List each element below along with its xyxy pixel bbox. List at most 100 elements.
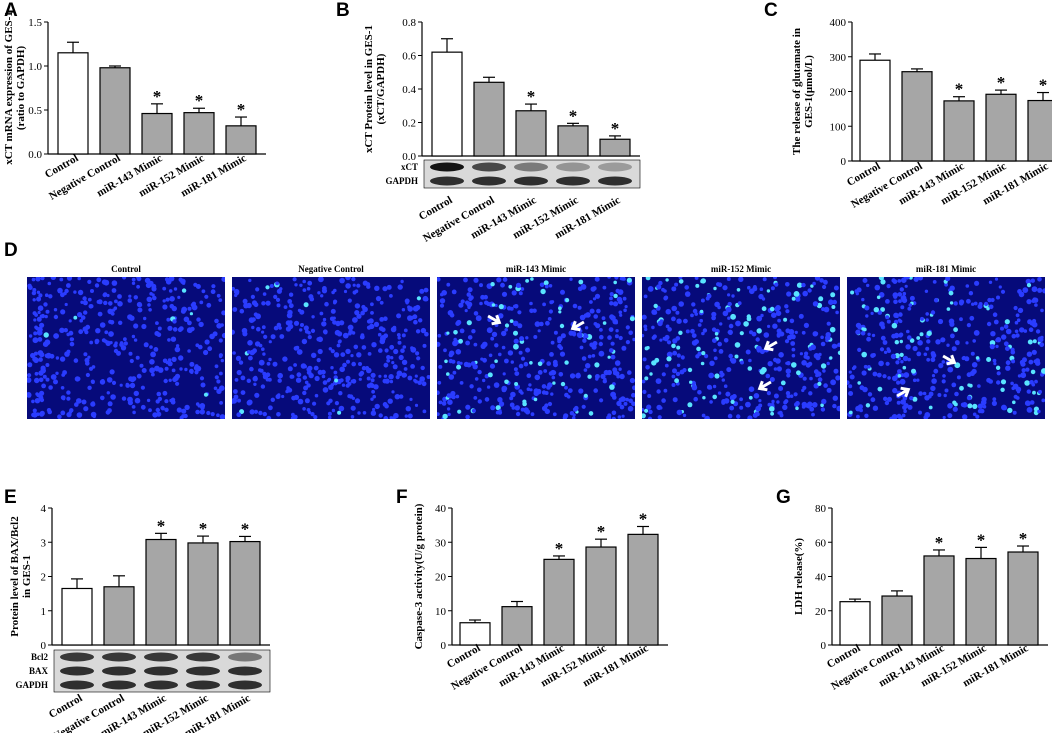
white-arrow-icon (942, 354, 957, 366)
category-label: Negative Control (47, 152, 122, 202)
bar (225, 125, 257, 155)
nuclei-stain-image (232, 277, 430, 419)
panel-letter-e: E (4, 487, 17, 508)
y-tick-label: 20 (435, 572, 447, 584)
y-axis-label-line: xCT Protein level in GES-1 (363, 25, 375, 153)
bar (459, 622, 491, 646)
significance-star: * (955, 80, 964, 99)
white-arrow-icon (896, 386, 911, 398)
blot-band (102, 652, 136, 662)
blot-band (598, 162, 632, 172)
blot-band (60, 652, 94, 662)
nuclei-stain-image (847, 277, 1045, 419)
y-tick-label: 0.2 (402, 118, 416, 130)
y-axis-label-line: in GES-1 (21, 555, 33, 598)
blot-band (598, 176, 632, 186)
white-arrow-icon (757, 380, 772, 392)
blot-band (472, 176, 506, 186)
blot-band (556, 162, 590, 172)
fluorescence-micrograph (847, 277, 1045, 419)
y-tick-label: 20 (815, 606, 827, 618)
y-axis-label-line: GES-1(μmol/L) (803, 55, 815, 128)
bar (103, 586, 135, 646)
bar (515, 110, 547, 157)
y-axis-label: Caspase-3 activity(U/g protein) (413, 503, 425, 649)
y-tick-label: 30 (435, 537, 447, 549)
blot-row-label: GAPDH (16, 680, 49, 690)
white-arrow-icon (487, 314, 502, 326)
y-axis-label: Protein level of BAX/Bcl2in GES-1 (9, 516, 33, 637)
y-tick-label: 40 (435, 503, 447, 515)
blot-band (228, 666, 262, 676)
bar (141, 112, 173, 155)
y-tick-label: 0 (841, 156, 847, 168)
significance-star: * (597, 522, 606, 541)
significance-star: * (153, 87, 162, 106)
panel-letter-c: C (764, 0, 778, 21)
blot-band (102, 666, 136, 676)
bar (557, 125, 589, 157)
micrograph-title: miR-143 Mimic (505, 264, 567, 274)
blot-band (430, 176, 464, 186)
y-tick-label: 80 (815, 503, 827, 515)
category-label: Negative Control (421, 194, 496, 244)
significance-star: * (237, 100, 246, 119)
bar (183, 112, 215, 155)
panel-letter-f: F (396, 487, 408, 508)
bar (99, 67, 131, 155)
blot-band (144, 680, 178, 690)
bar (923, 555, 955, 646)
bar (599, 138, 631, 157)
category-label: Negative Control (829, 642, 904, 692)
bar (943, 100, 975, 162)
bar (431, 51, 463, 157)
blot-row-label: xCT (401, 162, 418, 172)
panel-letter-d: D (4, 240, 18, 261)
fluorescence-micrograph (642, 277, 840, 419)
fluorescence-micrograph (437, 277, 635, 419)
y-axis-label: xCT mRNA expression of GES-1(ratio to GA… (3, 11, 27, 165)
bar (1007, 551, 1039, 646)
significance-star: * (611, 119, 620, 138)
y-tick-label: 0.8 (402, 17, 416, 29)
nuclei-stain-image (642, 277, 840, 419)
y-tick-label: 300 (830, 52, 847, 64)
significance-star: * (997, 73, 1006, 92)
bar (627, 533, 659, 646)
blot-band (60, 680, 94, 690)
blot-band (228, 652, 262, 662)
panel-letter-a: A (4, 0, 18, 21)
y-axis-label: The release of glutamate inGES-1(μmol/L) (791, 28, 815, 155)
significance-star: * (241, 519, 250, 538)
bar (901, 71, 933, 162)
bar (543, 558, 575, 646)
significance-star: * (935, 533, 944, 552)
white-arrow-icon (570, 320, 585, 332)
significance-star: * (569, 106, 578, 125)
bar (585, 546, 617, 646)
micrograph-title: miR-152 Mimic (710, 264, 772, 274)
y-axis-label-line: Caspase-3 activity(U/g protein) (413, 503, 425, 649)
y-tick-label: 0.4 (402, 84, 416, 96)
y-tick-label: 400 (830, 17, 847, 29)
panel-letter-g: G (776, 487, 791, 508)
significance-star: * (1039, 76, 1048, 95)
blot-band (514, 162, 548, 172)
bar (881, 595, 913, 646)
micrograph-title: miR-181 Mimic (915, 264, 977, 274)
significance-star: * (1019, 529, 1028, 548)
y-tick-label: 0.5 (28, 105, 42, 117)
y-tick-label: 100 (830, 121, 847, 133)
fluorescence-micrograph (27, 277, 225, 419)
y-axis-label: xCT Protein level in GES-1(xCT/GAPDH) (363, 25, 387, 153)
bar (145, 538, 177, 646)
bar (965, 557, 997, 646)
y-tick-label: 0 (821, 640, 827, 652)
y-axis-label-line: (ratio to GAPDH) (15, 46, 27, 131)
glutamate-release-bar-chart: 0 100 200 300 400 The release of glutamate in… (791, 17, 1052, 211)
blot-band (430, 162, 464, 172)
y-tick-label: 0.0 (28, 149, 42, 161)
nuclei-stain-image (437, 277, 635, 419)
bar (501, 606, 533, 646)
